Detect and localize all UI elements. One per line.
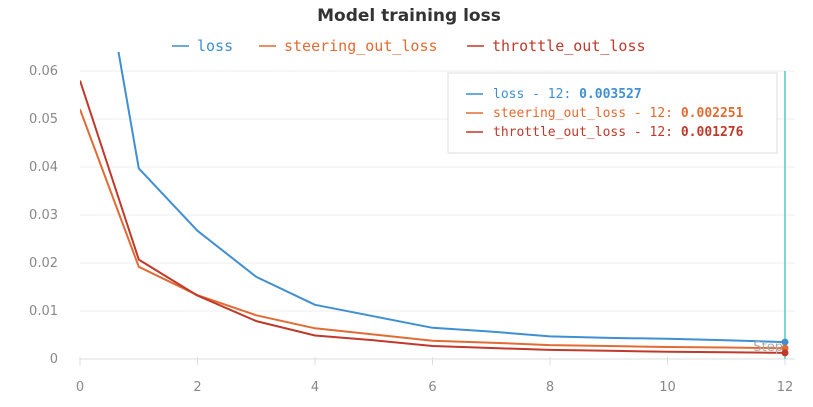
tooltip-entry-label: loss - 12: xyxy=(493,87,579,102)
cursor-step-label: Step xyxy=(753,340,783,355)
tooltip-entry: steering_out_loss - 12: 0.002251 xyxy=(493,106,744,121)
legend-label-loss: loss xyxy=(197,37,233,55)
tooltip-entry-label: throttle_out_loss - 12: xyxy=(493,125,681,140)
series-lines xyxy=(80,52,786,354)
y-tick-label: 0.01 xyxy=(29,304,58,319)
tooltip-entry-value: 0.001276 xyxy=(681,125,744,140)
y-tick-label: 0.02 xyxy=(29,256,58,271)
x-tick-label: 10 xyxy=(659,380,676,395)
series-line-throttle-out-loss xyxy=(80,80,786,354)
x-tick-label: 8 xyxy=(546,380,554,395)
tooltip-entry: loss - 12: 0.003527 xyxy=(493,87,642,102)
tooltip-entry-label: steering_out_loss - 12: xyxy=(493,106,681,121)
tooltip-entry-value: 0.003527 xyxy=(579,87,642,102)
chart-title: Model training loss xyxy=(317,6,501,26)
x-tick-label: 12 xyxy=(777,380,794,395)
x-tick-label: 4 xyxy=(311,380,319,395)
tooltip: loss - 12: 0.003527 steering_out_loss - 1… xyxy=(447,72,778,154)
legend-label-throttle-out-loss: throttle_out_loss xyxy=(492,37,646,55)
legend-label-steering-out-loss: steering_out_loss xyxy=(284,37,438,55)
y-tick-label: 0.05 xyxy=(29,112,58,127)
y-tick-label: 0 xyxy=(50,352,58,367)
legend: loss steering_out_loss throttle_out_loss xyxy=(172,37,646,55)
x-tick-label: 0 xyxy=(76,380,84,395)
tooltip-entry-value: 0.002251 xyxy=(681,106,744,121)
y-tick-label: 0.03 xyxy=(29,208,58,223)
cursor-point-throttle-out-loss xyxy=(781,349,789,357)
x-axis: 0 2 4 6 8 10 12 xyxy=(76,357,795,395)
x-tick-label: 6 xyxy=(428,380,436,395)
tooltip-entry: throttle_out_loss - 12: 0.001276 xyxy=(493,125,744,140)
hover-cursor: Step xyxy=(753,71,789,359)
y-tick-label: 0.06 xyxy=(29,64,58,79)
tooltip-box xyxy=(447,72,778,154)
series-line-loss xyxy=(117,52,786,344)
y-tick-label: 0.04 xyxy=(29,160,58,175)
y-axis: 0 0.01 0.02 0.03 0.04 0.05 0.06 xyxy=(29,64,58,367)
x-tick-label: 2 xyxy=(193,380,201,395)
cursor-point-loss xyxy=(781,338,789,346)
